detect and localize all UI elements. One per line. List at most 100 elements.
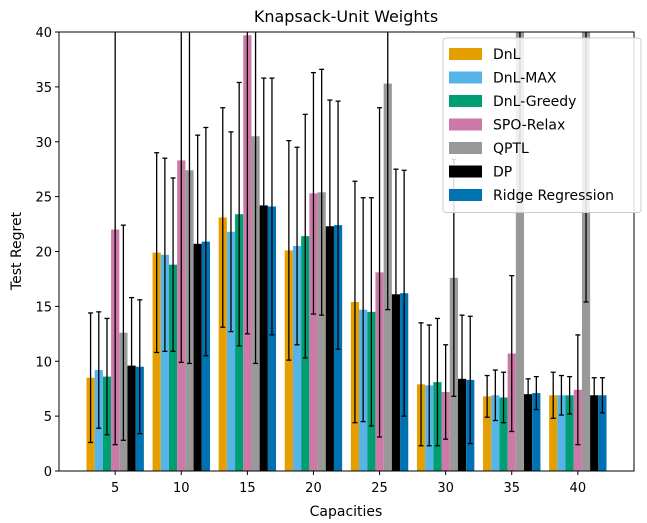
- error-bar-ridge-regression-25: [401, 169, 407, 417]
- error-bar-dnl-max-30: [426, 324, 432, 447]
- chart-title: Knapsack-Unit Weights: [254, 7, 438, 26]
- bar-dnl-35: [483, 396, 492, 471]
- error-bar-qptl-25: [385, 32, 391, 311]
- legend-box: [442, 37, 642, 213]
- error-bar-qptl-5: [120, 224, 126, 441]
- bar-dnl-40: [549, 395, 558, 471]
- error-bar-dnl-greedy-15: [236, 81, 242, 347]
- error-bar-ridge-regression-20: [335, 100, 341, 350]
- error-bar-ridge-regression-30: [467, 315, 473, 445]
- x-tick-label: 10: [173, 481, 190, 496]
- error-bar-dnl-5: [88, 312, 94, 444]
- error-bar-dnl-max-20: [294, 146, 300, 346]
- x-tick-label: 25: [371, 481, 388, 496]
- bar-dnl-max-40: [557, 395, 566, 471]
- bar-dnl-15: [218, 217, 227, 471]
- error-bar-dnl-greedy-25: [368, 197, 374, 427]
- error-bar-qptl-15: [253, 32, 259, 365]
- error-bar-qptl-20: [319, 68, 325, 316]
- legend-swatch: [449, 71, 482, 84]
- legend-swatch: [449, 48, 482, 60]
- x-tick-label: 5: [111, 481, 119, 496]
- error-bar-dnl-10: [154, 152, 160, 354]
- error-bar-dp-25: [393, 168, 399, 421]
- legend-label: DnL: [493, 47, 521, 63]
- bar-dnl-max-20: [292, 246, 302, 471]
- error-bar-dnl-max-5: [96, 311, 102, 429]
- error-bar-ridge-regression-10: [203, 126, 209, 357]
- error-bar-dnl-max-15: [228, 131, 234, 333]
- bar-ridge-regression-40: [598, 395, 607, 471]
- bar-dnl-greedy-35: [499, 397, 508, 471]
- error-bar-dp-20: [327, 99, 333, 354]
- error-bar-dp-15: [261, 77, 267, 334]
- error-bar-dnl-greedy-30: [434, 317, 440, 447]
- legend-swatch: [449, 118, 482, 131]
- legend-item-ridge-regression: Ridge Regression: [449, 188, 614, 204]
- legend-label: DnL-MAX: [493, 71, 557, 87]
- legend-swatch: [449, 189, 482, 201]
- legend-swatch: [449, 95, 482, 107]
- error-bar-ridge-regression-40: [599, 377, 605, 414]
- x-tick-label: 20: [305, 481, 322, 496]
- error-bar-spo-relax-40: [575, 334, 581, 446]
- error-bar-spo-relax-35: [509, 274, 515, 433]
- x-tick-label: 15: [239, 481, 256, 496]
- y-tick-label: 20: [35, 246, 52, 261]
- error-bar-dnl-max-35: [492, 369, 498, 422]
- error-bar-dp-40: [591, 377, 597, 414]
- y-tick-label: 15: [35, 300, 52, 315]
- y-tick-label: 40: [35, 26, 52, 41]
- error-bar-dnl-greedy-5: [104, 317, 110, 436]
- bar-dp-15: [259, 205, 268, 471]
- bar-ridge-regression-35: [532, 393, 541, 471]
- error-bar-dnl-max-10: [162, 157, 168, 353]
- bar-ridge-regression-15: [267, 206, 277, 471]
- legend-item-dp: DP: [449, 165, 512, 181]
- legend-label: Ridge Regression: [493, 188, 614, 204]
- x-tick-label: 40: [570, 481, 587, 496]
- error-bar-spo-relax-30: [443, 344, 449, 440]
- error-bar-spo-relax-20: [310, 71, 316, 315]
- plot-border: [58, 31, 635, 472]
- error-bar-dnl-15: [220, 107, 226, 328]
- error-bar-dnl-40: [550, 371, 556, 419]
- error-bar-spo-relax-25: [377, 107, 383, 438]
- error-bar-dnl-greedy-35: [501, 371, 507, 424]
- error-bar-dp-35: [525, 378, 531, 411]
- y-tick-label: 25: [35, 191, 52, 206]
- legend: DnL DnL-MAX DnL-Greedy SPO-Relax QPTL DP Ridge…: [442, 37, 642, 213]
- error-bar-dnl-20: [286, 140, 292, 361]
- error-bar-dp-30: [459, 314, 465, 444]
- x-tick-label: 30: [437, 481, 454, 496]
- y-axis: 0 5 10 15 20 25 30 35 40: [35, 26, 59, 480]
- legend-item-dnl-greedy: DnL-Greedy: [449, 94, 576, 110]
- error-bar-spo-relax-15: [244, 32, 250, 335]
- bar-dp-10: [193, 243, 202, 471]
- legend-item-dnl: DnL: [449, 47, 521, 63]
- error-bar-dp-5: [129, 296, 135, 435]
- bar-dnl-max-10: [160, 254, 169, 471]
- error-bar-dnl-25: [352, 180, 358, 424]
- error-bar-dnl-max-25: [360, 197, 366, 423]
- legend-label: SPO-Relax: [493, 118, 565, 134]
- error-bar-ridge-regression-35: [533, 375, 539, 411]
- y-tick-label: 5: [44, 410, 52, 425]
- bar-dp-40: [590, 395, 599, 471]
- error-bars-layer: [88, 32, 605, 447]
- error-bar-dnl-35: [484, 374, 490, 418]
- error-bar-qptl-10: [186, 32, 192, 365]
- bar-spo-relax-20: [309, 193, 318, 471]
- y-tick-label: 35: [35, 81, 52, 96]
- x-tick-label: 35: [503, 481, 520, 496]
- legend-label: DP: [493, 165, 512, 181]
- error-bar-ridge-regression-5: [137, 299, 143, 435]
- error-bar-ridge-regression-15: [269, 77, 275, 336]
- legend-item-spo-relax: SPO-Relax: [449, 118, 565, 134]
- legend-item-qptl: QPTL: [449, 141, 529, 157]
- error-bar-dp-10: [195, 134, 201, 354]
- error-bar-dnl-greedy-40: [567, 375, 573, 415]
- legend-swatch: [449, 142, 482, 154]
- plot-frame: [58, 31, 635, 472]
